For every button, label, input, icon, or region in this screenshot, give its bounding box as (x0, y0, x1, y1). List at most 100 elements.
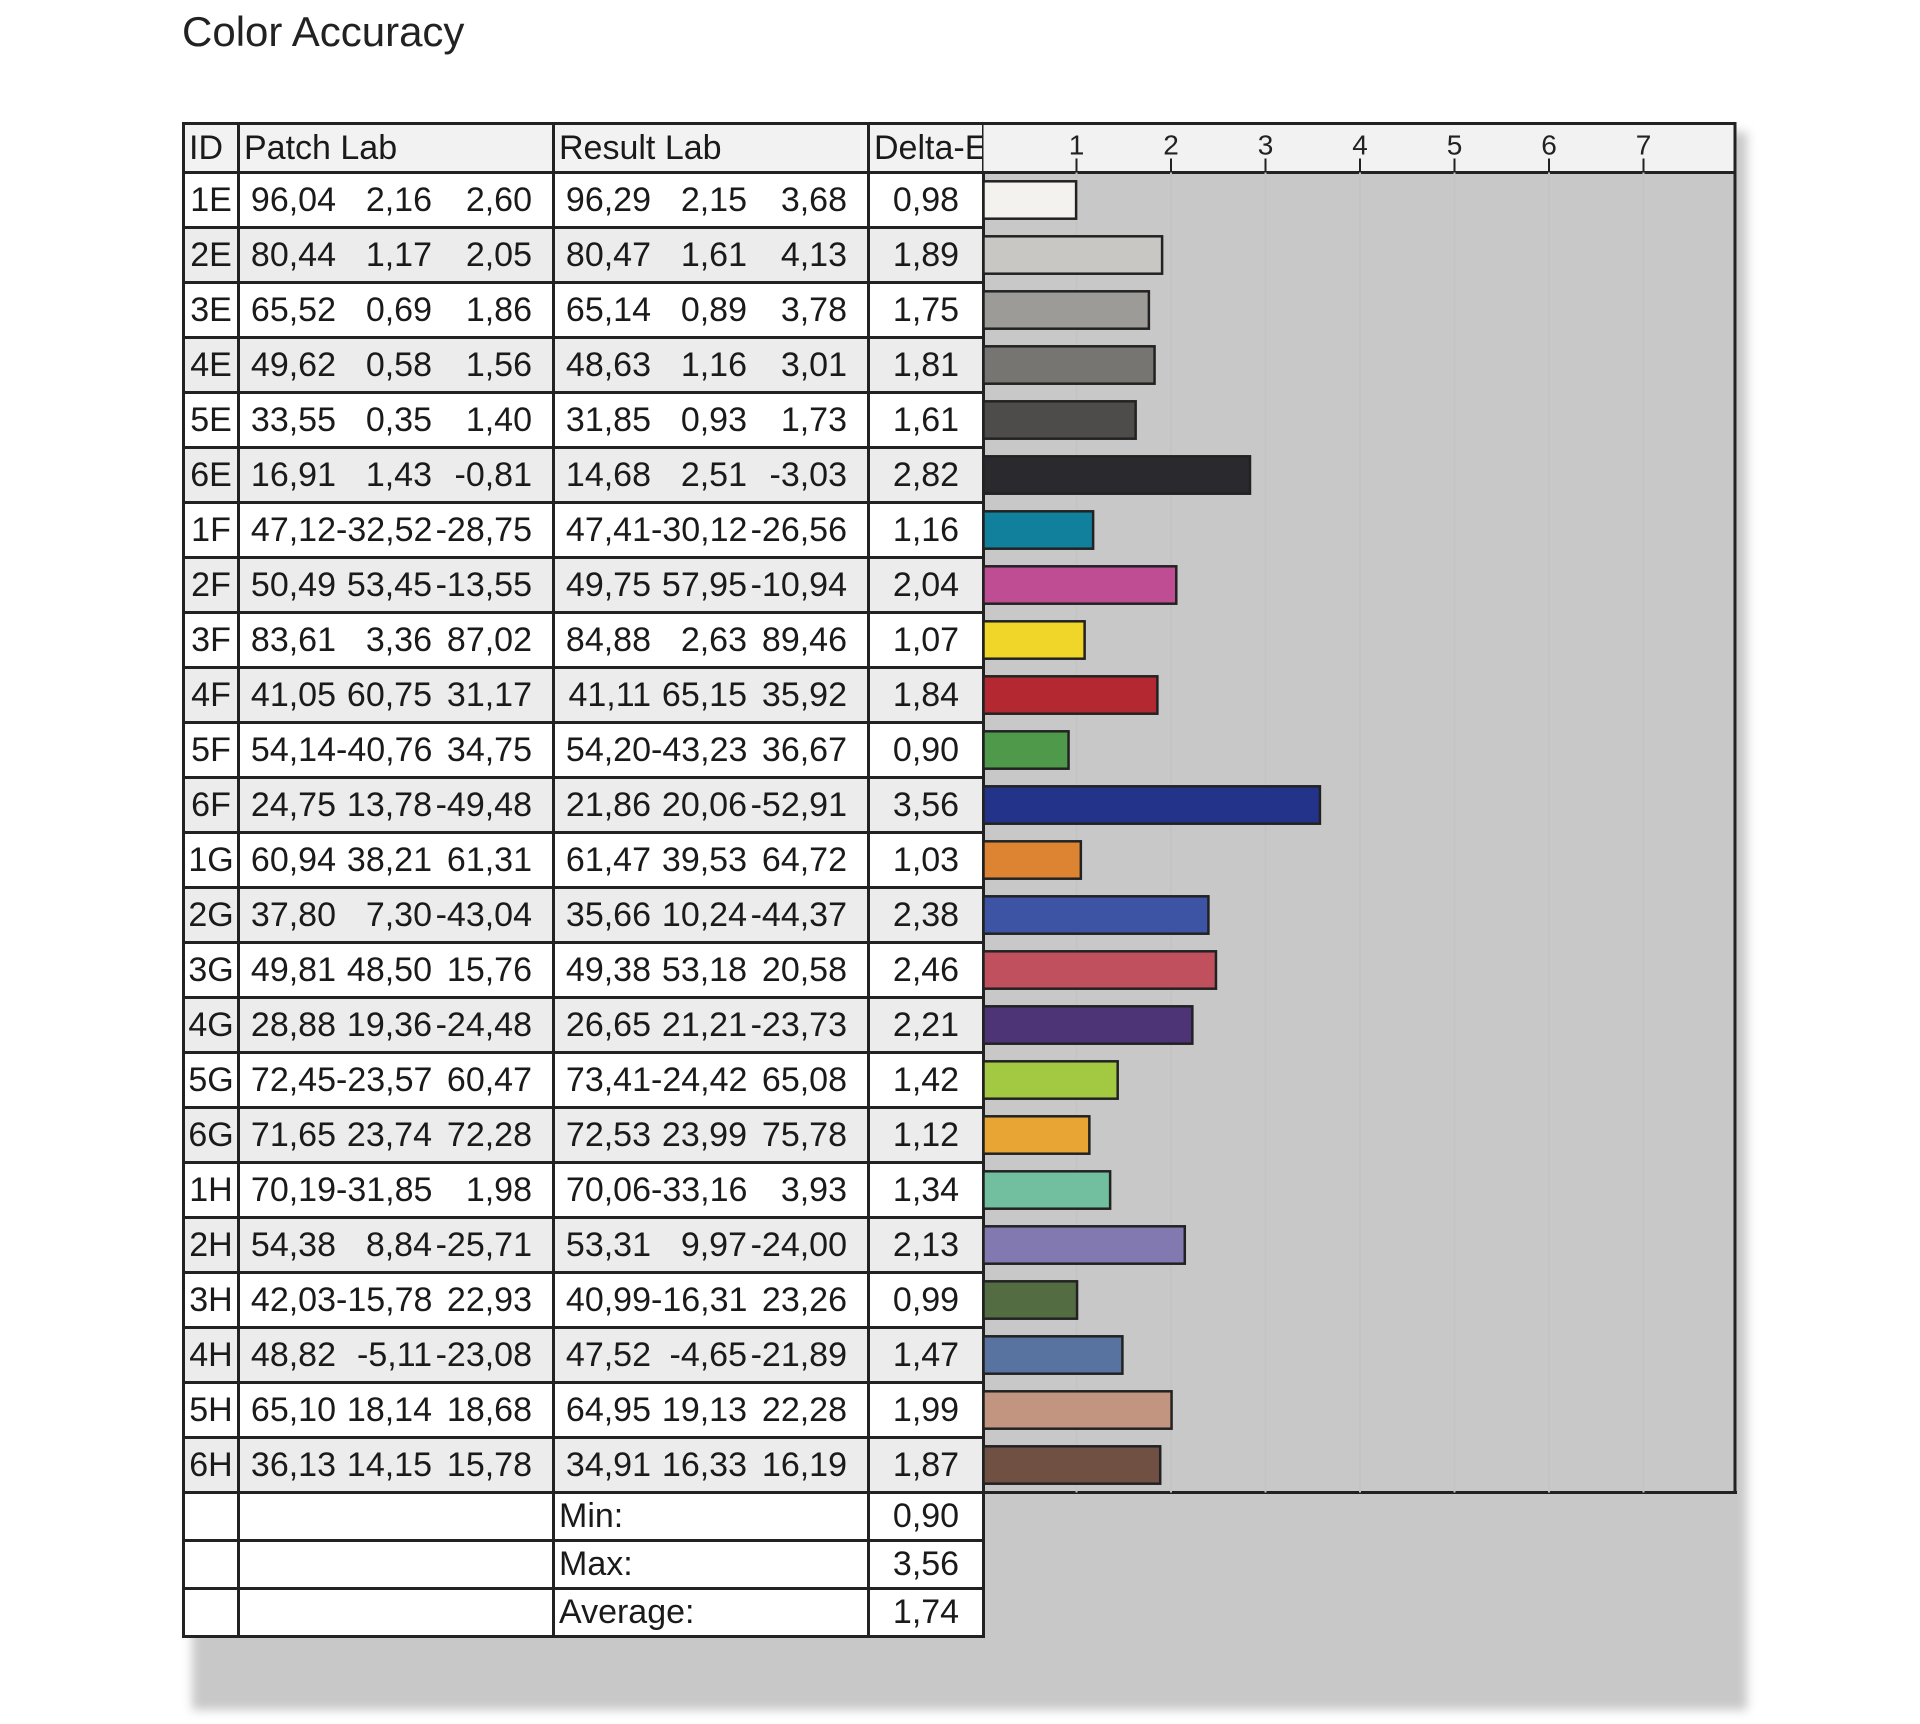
delta-e-value: 1,61 (867, 391, 985, 449)
summary-value: 0,90 (867, 1491, 985, 1542)
patch-lab-a: 60,75 (346, 675, 432, 714)
delta-e-value: 2,82 (867, 446, 985, 504)
delta-e-value: 1,87 (867, 1436, 985, 1494)
patch-lab-cell: 70,19-31,85 1,98 (237, 1161, 555, 1219)
result-lab-b: 35,92 (761, 675, 847, 714)
patch-lab-b: 1,56 (465, 345, 532, 384)
patch-lab-l: 50,49 (250, 565, 336, 604)
patch-lab-cell: 49,81 48,50 15,76 (237, 941, 555, 999)
patch-lab-l: 28,88 (250, 1005, 336, 1044)
result-lab-a: 2,51 (680, 455, 747, 494)
patch-lab-l: 72,45 (250, 1060, 336, 1099)
row-id: 5H (182, 1381, 240, 1439)
bar-6E (982, 455, 1252, 495)
patch-lab-l: 37,80 (250, 895, 336, 934)
result-lab-b: 75,78 (761, 1115, 847, 1154)
result-lab-l: 35,66 (565, 895, 651, 934)
patch-lab-l: 42,03 (250, 1280, 336, 1319)
patch-lab-cell: 49,62 0,58 1,56 (237, 336, 555, 394)
header-delta-e: Delta-E (867, 122, 985, 174)
table-row: 4G 28,88 19,36 -24,48 26,65 21,21 -23,73 2,21 (182, 996, 985, 1054)
row-id: 6F (182, 776, 240, 834)
tick-label: 6 (1541, 130, 1557, 161)
result-lab-b: -44,37 (750, 895, 847, 934)
result-lab-a: -16,31 (651, 1280, 748, 1319)
row-id: 2F (182, 556, 240, 614)
bar-2H (982, 1225, 1187, 1265)
patch-lab-l: 36,13 (250, 1445, 336, 1484)
patch-lab-b: 31,17 (446, 675, 532, 714)
delta-e-value: 1,47 (867, 1326, 985, 1384)
delta-e-value: 2,13 (867, 1216, 985, 1274)
patch-lab-a: 19,36 (346, 1005, 432, 1044)
row-id: 4H (182, 1326, 240, 1384)
color-accuracy-report: ID Patch Lab Result Lab Delta-E 1E 96,04 2… (182, 122, 1737, 1700)
patch-lab-b: 61,31 (446, 840, 532, 879)
row-id: 4F (182, 666, 240, 724)
patch-lab-cell: 83,61 3,36 87,02 (237, 611, 555, 669)
result-lab-a: 21,21 (661, 1005, 747, 1044)
patch-lab-cell: 60,94 38,21 61,31 (237, 831, 555, 889)
patch-lab-cell: 71,65 23,74 72,28 (237, 1106, 555, 1164)
table-row: 5F 54,14-40,76 34,75 54,20-43,23 36,67 0,90 (182, 721, 985, 779)
delta-e-value: 1,03 (867, 831, 985, 889)
result-lab-l: 73,41 (565, 1060, 651, 1099)
patch-lab-l: 48,82 (250, 1335, 336, 1374)
delta-e-value: 3,56 (867, 776, 985, 834)
row-id: 1H (182, 1161, 240, 1219)
bar-3F (982, 620, 1086, 660)
result-lab-a: 10,24 (661, 895, 747, 934)
result-lab-a: 20,06 (661, 785, 747, 824)
patch-lab-a: -15,78 (336, 1280, 433, 1319)
row-id: 6G (182, 1106, 240, 1164)
result-lab-cell: 64,95 19,13 22,28 (552, 1381, 870, 1439)
table-row: 6H 36,13 14,15 15,78 34,91 16,33 16,19 1,87 (182, 1436, 985, 1494)
result-lab-cell: 35,66 10,24 -44,37 (552, 886, 870, 944)
result-lab-l: 96,29 (565, 180, 651, 219)
patch-lab-a: -5,11 (357, 1335, 432, 1374)
delta-e-value: 1,16 (867, 501, 985, 559)
result-lab-a: -4,65 (669, 1335, 748, 1374)
result-lab-b: 3,78 (780, 290, 847, 329)
patch-lab-b: -28,75 (435, 510, 532, 549)
bar-6F (982, 785, 1322, 825)
patch-lab-l: 49,62 (250, 345, 336, 384)
row-id: 3H (182, 1271, 240, 1329)
patch-lab-l: 65,52 (250, 290, 336, 329)
result-lab-a: -33,16 (651, 1170, 748, 1209)
result-lab-a: 9,97 (680, 1225, 747, 1264)
patch-lab-l: 80,44 (250, 235, 336, 274)
table-row: 4F 41,05 60,75 31,17 41,11 65,15 35,92 1,84 (182, 666, 985, 724)
result-lab-a: 0,89 (680, 290, 747, 329)
result-lab-l: 80,47 (565, 235, 651, 274)
row-id: 3G (182, 941, 240, 999)
patch-lab-b: 87,02 (446, 620, 532, 659)
patch-lab-a: -23,57 (336, 1060, 433, 1099)
result-lab-b: 65,08 (761, 1060, 847, 1099)
result-lab-l: 47,52 (565, 1335, 651, 1374)
delta-e-bar-chart: 1 2 3 4 5 6 7 (982, 122, 1737, 1494)
delta-e-value: 1,89 (867, 226, 985, 284)
result-lab-cell: 70,06-33,16 3,93 (552, 1161, 870, 1219)
row-id: 5F (182, 721, 240, 779)
result-lab-l: 53,31 (565, 1225, 651, 1264)
result-lab-l: 54,20 (565, 730, 651, 769)
result-lab-a: 2,15 (680, 180, 747, 219)
row-id: 5G (182, 1051, 240, 1109)
delta-e-value: 0,90 (867, 721, 985, 779)
header-id: ID (182, 122, 240, 174)
delta-e-value: 1,07 (867, 611, 985, 669)
bar-2E (982, 235, 1164, 275)
result-lab-a: 53,18 (661, 950, 747, 989)
patch-lab-l: 47,12 (250, 510, 336, 549)
patch-lab-l: 96,04 (250, 180, 336, 219)
patch-lab-l: 24,75 (250, 785, 336, 824)
patch-lab-a: 0,58 (365, 345, 432, 384)
result-lab-cell: 80,47 1,61 4,13 (552, 226, 870, 284)
patch-lab-cell: 41,05 60,75 31,17 (237, 666, 555, 724)
result-lab-cell: 49,75 57,95 -10,94 (552, 556, 870, 614)
bar-6H (982, 1445, 1162, 1485)
row-id: 1E (182, 171, 240, 229)
result-lab-b: -26,56 (750, 510, 847, 549)
header-patch-lab: Patch Lab (237, 122, 555, 174)
